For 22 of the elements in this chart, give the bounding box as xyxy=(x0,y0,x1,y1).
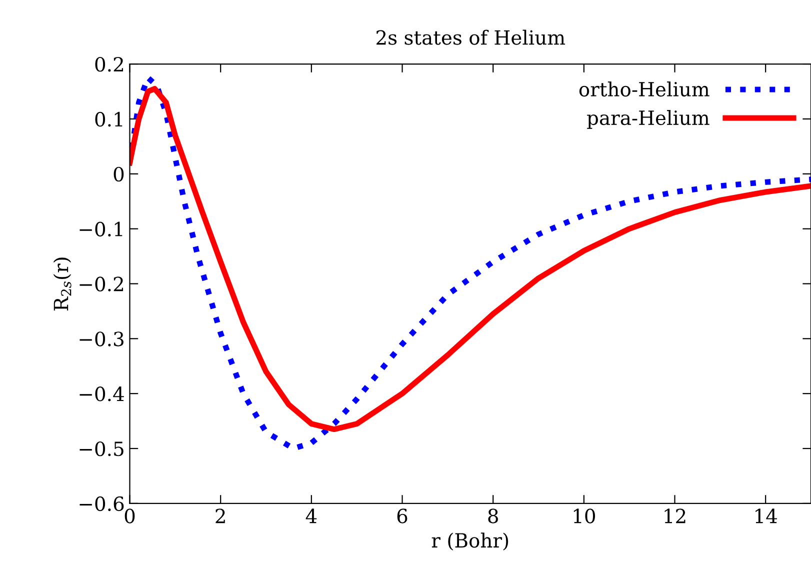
legend-label: ortho-Helium xyxy=(579,82,710,97)
y-tick-label: 0 xyxy=(114,166,124,182)
y-tick-label: −0.1 xyxy=(80,222,122,236)
x-tick-label: 14 xyxy=(756,508,777,524)
y-tick-label: −0.6 xyxy=(80,496,124,512)
x-tick-label: 2 xyxy=(216,508,225,524)
y-tick-label: 0.1 xyxy=(95,112,122,127)
x-axis-title: r (Bohr) xyxy=(432,532,508,550)
y-axis-title: R$_{2s}$(r) xyxy=(53,258,72,310)
y-tick-label: −0.5 xyxy=(80,441,124,456)
y-tick-label: −0.4 xyxy=(80,386,124,402)
x-tick-label: 6 xyxy=(397,508,408,524)
x-tick-label: 0 xyxy=(124,508,135,524)
x-tick-label: 8 xyxy=(488,508,498,524)
y-tick-label: −0.3 xyxy=(80,332,124,346)
x-tick-label: 4 xyxy=(306,508,317,524)
y-tick-label: 0.2 xyxy=(95,56,123,72)
y-tick-label: −0.2 xyxy=(80,276,123,292)
chart-title: 2s states of Helium xyxy=(376,30,566,45)
x-tick-label: 12 xyxy=(664,508,686,524)
legend-label: para-Helium xyxy=(587,110,710,129)
x-tick-label: 10 xyxy=(574,508,595,524)
